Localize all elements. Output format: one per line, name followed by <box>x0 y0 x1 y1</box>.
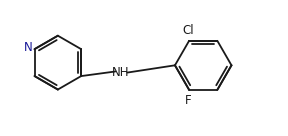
Text: N: N <box>24 41 32 54</box>
Text: Cl: Cl <box>182 24 194 37</box>
Text: NH: NH <box>112 66 130 78</box>
Text: F: F <box>185 94 191 107</box>
